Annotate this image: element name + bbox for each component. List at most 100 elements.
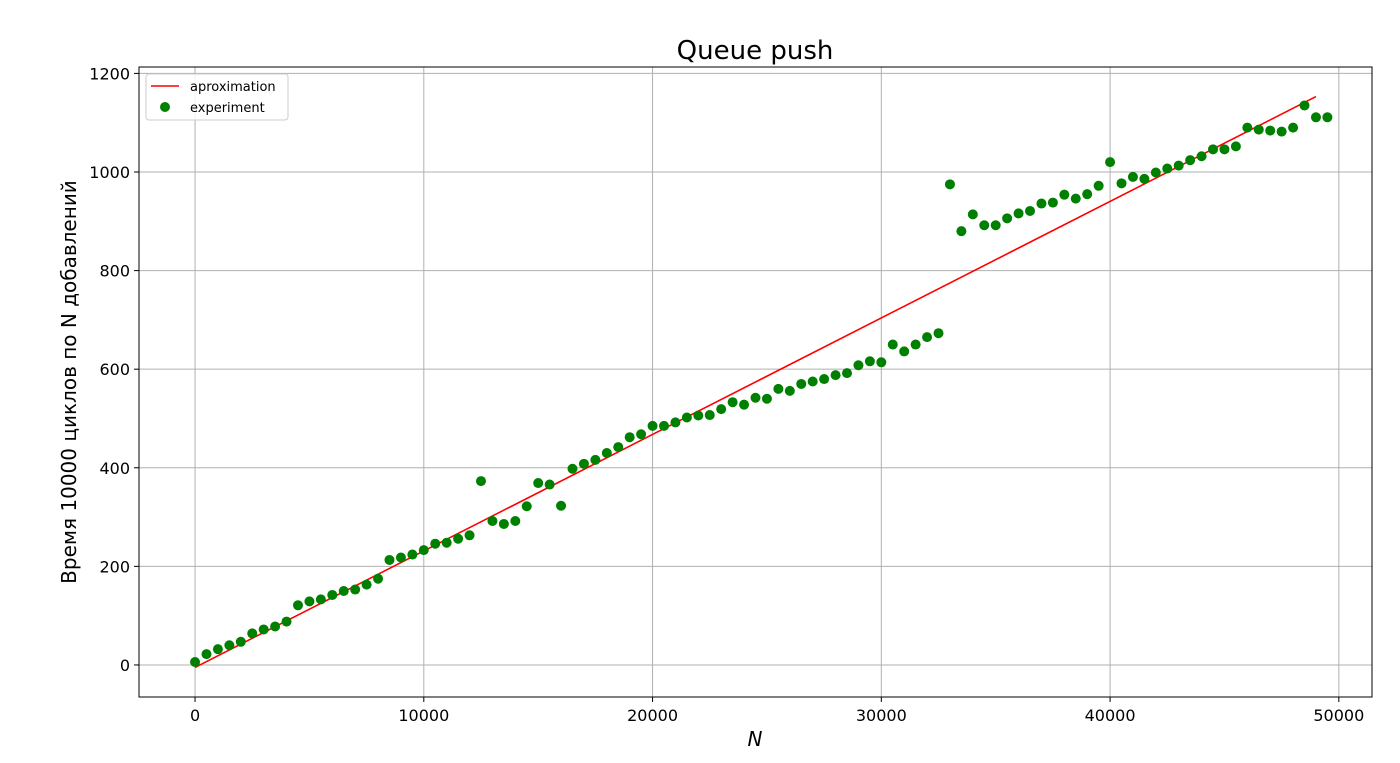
experiment-point (1322, 112, 1333, 123)
experiment-point (1253, 124, 1264, 135)
y-tick-label: 600 (99, 360, 130, 379)
experiment-point (624, 432, 635, 443)
experiment-point (716, 404, 727, 415)
y-tick-label: 800 (99, 262, 130, 281)
x-axis-label: N (748, 727, 763, 751)
experiment-point (1288, 122, 1299, 133)
y-tick-label: 400 (99, 459, 130, 478)
legend: aproximation experiment (145, 73, 289, 121)
experiment-point (453, 533, 464, 544)
experiment-point (190, 657, 201, 667)
legend-label-experiment: experiment (190, 101, 265, 116)
experiment-point (944, 179, 955, 190)
experiment-point (807, 376, 818, 387)
experiment-point (212, 644, 223, 655)
experiment-point (498, 518, 509, 529)
experiment-point (773, 383, 784, 394)
grid (139, 67, 1372, 697)
aproximation-series (194, 95, 1317, 669)
experiment-point (956, 226, 967, 237)
experiment-point (864, 356, 875, 367)
experiment-point (464, 530, 475, 541)
experiment-point (1276, 126, 1287, 137)
experiment-point (327, 589, 338, 600)
experiment-point (1082, 189, 1093, 200)
y-axis-label: Время 10000 циклов по N добавлений (57, 180, 81, 584)
experiment-point (1185, 155, 1196, 166)
experiment-point (338, 586, 349, 597)
experiment-point (270, 621, 281, 632)
aproximation-line (194, 95, 1317, 669)
x-tick-label: 40000 (1085, 706, 1136, 725)
experiment-point (796, 378, 807, 389)
experiment-point (475, 476, 486, 487)
experiment-point (784, 385, 795, 396)
experiment-point (910, 339, 921, 350)
experiment-point (235, 636, 246, 647)
experiment-point (750, 392, 761, 403)
experiment-point (1127, 171, 1138, 182)
experiment-point (224, 640, 235, 651)
experiment-point (1173, 160, 1184, 171)
experiment-point (384, 554, 395, 565)
experiment-point (876, 357, 887, 368)
experiment-point (315, 594, 326, 605)
experiment-point (990, 220, 1001, 231)
experiment-point (361, 579, 372, 590)
experiment-point (1139, 173, 1150, 184)
x-tick-label: 50000 (1313, 706, 1364, 725)
experiment-point (727, 397, 738, 408)
experiment-point (647, 420, 658, 431)
experiment-point (601, 447, 612, 458)
experiment-point (350, 584, 361, 595)
experiment-point (739, 399, 750, 410)
experiment-point (1070, 193, 1081, 204)
legend-label-aproximation: aproximation (190, 80, 276, 95)
experiment-point (201, 649, 212, 660)
experiment-point (395, 552, 406, 563)
experiment-point (430, 538, 441, 549)
x-tick-label: 30000 (856, 706, 907, 725)
experiment-point (510, 516, 521, 527)
chart-title: Queue push (677, 36, 834, 66)
experiment-point (967, 209, 978, 220)
experiment-point (1196, 151, 1207, 162)
experiment-point (658, 420, 669, 431)
experiment-point (979, 220, 990, 231)
x-tick-label: 20000 (627, 706, 678, 725)
experiment-point (407, 549, 418, 560)
experiment-point (1002, 213, 1013, 224)
experiment-point (842, 368, 853, 379)
experiment-point (1219, 144, 1230, 155)
experiment-point (533, 478, 544, 489)
experiment-point (258, 624, 269, 635)
experiment-point (1208, 144, 1219, 155)
experiment-point (304, 596, 315, 607)
y-axis-ticks: 0 200 400 600 800 1000 1200 (89, 64, 139, 675)
experiment-point (1242, 122, 1253, 133)
experiment-point (1025, 205, 1036, 216)
experiment-point (704, 410, 715, 421)
experiment-point (487, 516, 498, 527)
experiment-point (556, 500, 567, 511)
experiment-point (544, 479, 555, 490)
experiment-point (922, 332, 933, 343)
experiment-point (292, 600, 303, 611)
experiment-point (1162, 163, 1173, 174)
experiment-point (567, 463, 578, 474)
experiment-point (819, 374, 830, 385)
experiment-point (1299, 100, 1310, 111)
experiment-point (1059, 189, 1070, 200)
experiment-point (830, 370, 841, 381)
experiment-point (1310, 112, 1321, 123)
experiment-point (1036, 198, 1047, 209)
x-tick-label: 0 (190, 706, 200, 725)
experiment-point (247, 628, 258, 639)
experiment-point (761, 393, 772, 404)
experiment-point (933, 328, 944, 339)
experiment-series (190, 100, 1333, 667)
x-tick-label: 10000 (398, 706, 449, 725)
experiment-point (1230, 141, 1241, 152)
y-tick-label: 0 (120, 656, 130, 675)
